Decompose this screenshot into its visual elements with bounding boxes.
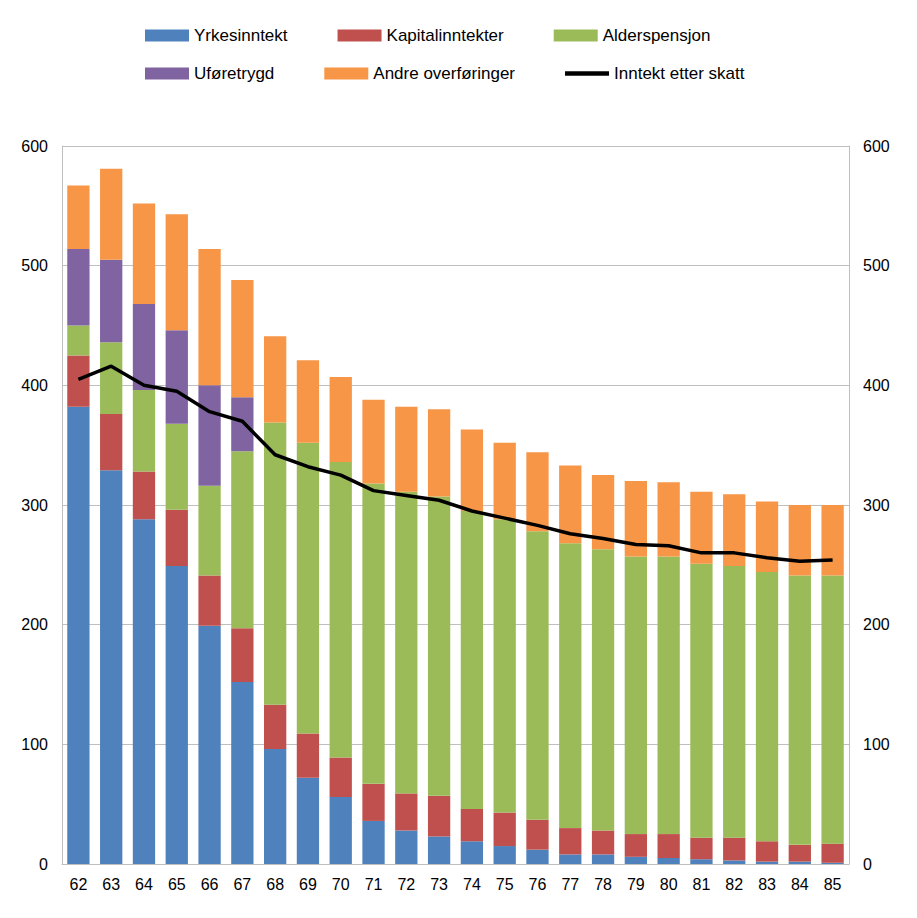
svg-text:200: 200 [863, 616, 890, 633]
svg-text:200: 200 [21, 616, 48, 633]
svg-text:73: 73 [430, 876, 448, 893]
svg-text:0: 0 [863, 856, 872, 873]
svg-text:67: 67 [233, 876, 251, 893]
svg-text:80: 80 [660, 876, 678, 893]
svg-text:76: 76 [529, 876, 547, 893]
svg-text:400: 400 [21, 377, 48, 394]
svg-text:100: 100 [863, 736, 890, 753]
svg-text:68: 68 [266, 876, 284, 893]
svg-text:500: 500 [21, 257, 48, 274]
svg-text:78: 78 [594, 876, 612, 893]
svg-text:500: 500 [863, 257, 890, 274]
svg-text:70: 70 [332, 876, 350, 893]
svg-text:62: 62 [69, 876, 87, 893]
svg-text:300: 300 [863, 497, 890, 514]
svg-text:84: 84 [791, 876, 809, 893]
svg-text:Kapitalinntekter: Kapitalinntekter [387, 26, 505, 45]
svg-text:72: 72 [397, 876, 415, 893]
svg-text:81: 81 [693, 876, 711, 893]
svg-text:71: 71 [365, 876, 383, 893]
svg-text:66: 66 [201, 876, 219, 893]
svg-text:82: 82 [725, 876, 743, 893]
svg-text:Andre overføringer: Andre overføringer [373, 64, 515, 83]
svg-text:Inntekt etter skatt: Inntekt etter skatt [614, 64, 745, 83]
svg-text:85: 85 [824, 876, 842, 893]
svg-text:600: 600 [21, 138, 48, 155]
svg-text:300: 300 [21, 497, 48, 514]
svg-text:600: 600 [863, 138, 890, 155]
svg-text:74: 74 [463, 876, 481, 893]
svg-text:Yrkesinntekt: Yrkesinntekt [194, 26, 288, 45]
svg-text:64: 64 [135, 876, 153, 893]
svg-text:Alderspensjon: Alderspensjon [603, 26, 711, 45]
svg-text:77: 77 [561, 876, 579, 893]
svg-text:83: 83 [758, 876, 776, 893]
svg-text:75: 75 [496, 876, 514, 893]
svg-text:65: 65 [168, 876, 186, 893]
svg-text:100: 100 [21, 736, 48, 753]
svg-text:0: 0 [39, 856, 48, 873]
svg-text:79: 79 [627, 876, 645, 893]
svg-text:400: 400 [863, 377, 890, 394]
svg-text:69: 69 [299, 876, 317, 893]
svg-text:Uføretrygd: Uføretrygd [194, 64, 274, 83]
svg-text:63: 63 [102, 876, 120, 893]
